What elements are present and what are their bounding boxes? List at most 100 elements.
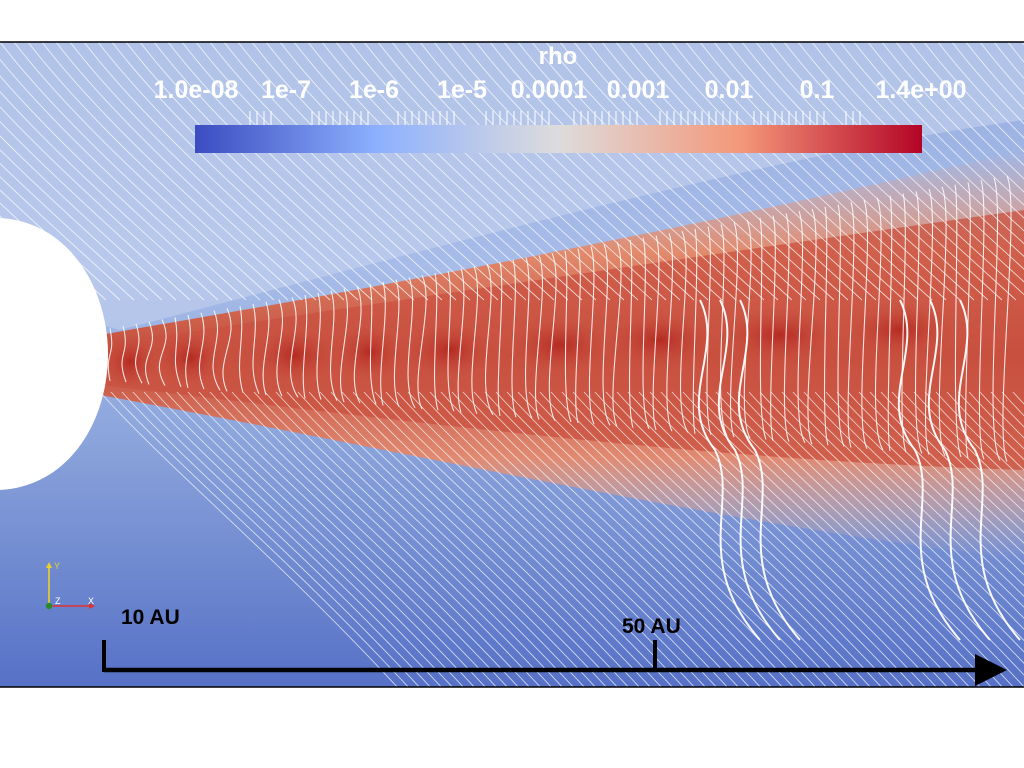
- field-streamline: [198, 391, 497, 687]
- field-streamline: [545, 42, 807, 301]
- field-streamline: [27, 42, 289, 301]
- field-streamline: [847, 391, 1024, 565]
- field-streamline: [891, 391, 1024, 523]
- colorbar-tick-label: 1e-7: [261, 76, 311, 104]
- field-streamline: [642, 237, 650, 430]
- field-streamline: [770, 215, 776, 441]
- field-streamline: [405, 42, 667, 301]
- field-streamline: [715, 391, 1014, 687]
- field-streamline: [528, 391, 827, 687]
- field-streamline: [594, 391, 893, 687]
- central-star: [0, 218, 108, 490]
- field-streamline: [965, 42, 1024, 110]
- field-streamline: [550, 391, 849, 687]
- field-streamline: [475, 42, 737, 301]
- field-streamline: [0, 58, 247, 301]
- field-streamline: [925, 188, 933, 455]
- field-streamline: [729, 221, 739, 438]
- field-streamline: [223, 42, 485, 301]
- field-streamline: [836, 391, 1024, 576]
- field-streamline: [353, 286, 362, 404]
- field-streamline: [572, 391, 871, 687]
- field-streamline: [666, 233, 674, 432]
- field-streamline: [187, 391, 486, 687]
- field-streamline: [978, 180, 985, 460]
- axes-orientation-triad: Y Z X: [45, 561, 95, 610]
- field-streamline: [185, 314, 191, 389]
- field-streamline: [881, 42, 1024, 193]
- field-streamline: [770, 391, 1024, 642]
- field-streamline: [531, 42, 793, 301]
- field-streamline: [511, 259, 517, 418]
- field-streamline: [176, 391, 475, 687]
- field-streamline: [517, 42, 779, 301]
- field-streamline: [212, 310, 221, 391]
- field-streamline: [242, 391, 541, 687]
- field-streamline: [154, 391, 453, 687]
- field-streamline: [396, 391, 695, 687]
- field-streamline: [69, 42, 331, 301]
- field-streamline: [377, 42, 639, 301]
- field-streamline: [726, 391, 1024, 687]
- field-streamline: [588, 246, 595, 425]
- field-streamline: [341, 391, 640, 687]
- field-streamline: [417, 275, 427, 410]
- field-streamline: [252, 303, 260, 395]
- field-streamline: [605, 391, 904, 687]
- field-streamline: [979, 42, 1024, 95]
- field-streamline: [797, 210, 806, 444]
- field-streamline: [564, 250, 572, 423]
- field-streamline: [601, 42, 863, 301]
- field-streamline: [993, 42, 1024, 80]
- field-streamline: [837, 204, 845, 447]
- field-streamline: [697, 299, 761, 641]
- field-streamline: [713, 42, 975, 301]
- field-streamline: [0, 106, 205, 301]
- field-streamline: [308, 391, 607, 687]
- field-streamline: [807, 208, 817, 445]
- colorbar-tick-label: 0.0001: [511, 76, 588, 104]
- field-streamline: [374, 391, 673, 687]
- field-streamline: [858, 391, 1024, 555]
- field-streamline: [440, 391, 739, 687]
- field-streamline: [704, 391, 1003, 687]
- field-streamline: [692, 228, 698, 434]
- field-streamline: [165, 391, 464, 687]
- scale-label-mid: 50 AU: [622, 615, 681, 638]
- field-streamline: [909, 42, 1024, 167]
- field-streamline: [286, 391, 585, 687]
- field-streamline: [330, 391, 629, 687]
- field-streamline: [602, 244, 611, 426]
- field-streamline: [0, 91, 219, 301]
- field-streamline: [380, 281, 386, 406]
- field-streamline: [0, 176, 135, 301]
- field-streamline: [264, 391, 563, 687]
- field-streamline: [352, 391, 651, 687]
- field-streamline: [869, 391, 1024, 544]
- field-streamline: [407, 277, 416, 409]
- field-streamline: [451, 391, 750, 687]
- colorbar-title: rho: [539, 43, 578, 70]
- field-streamline: [682, 391, 981, 687]
- density-knot: [605, 312, 715, 368]
- field-streamline: [748, 391, 1024, 665]
- field-streamline: [638, 391, 937, 687]
- field-streamline: [231, 391, 530, 687]
- field-streamline: [935, 391, 1024, 482]
- field-streamline: [143, 391, 442, 687]
- field-streamline: [685, 42, 947, 301]
- field-streamline: [759, 391, 1024, 653]
- field-streamline: [433, 42, 695, 301]
- field-streamline: [121, 391, 420, 687]
- field-streamline: [901, 193, 907, 453]
- y-axis-arrowhead: [46, 562, 52, 568]
- field-streamline: [803, 391, 1024, 608]
- field-streamline: [769, 42, 1024, 296]
- field-streamline: [83, 42, 345, 301]
- field-streamline: [293, 42, 555, 301]
- field-streamline: [539, 391, 838, 687]
- colorbar: rho 1.0e-08 1e-7 1e-6 1e-5 0.0001 0.001 …: [154, 43, 967, 153]
- field-streamline: [913, 391, 1024, 503]
- field-streamline: [340, 288, 348, 403]
